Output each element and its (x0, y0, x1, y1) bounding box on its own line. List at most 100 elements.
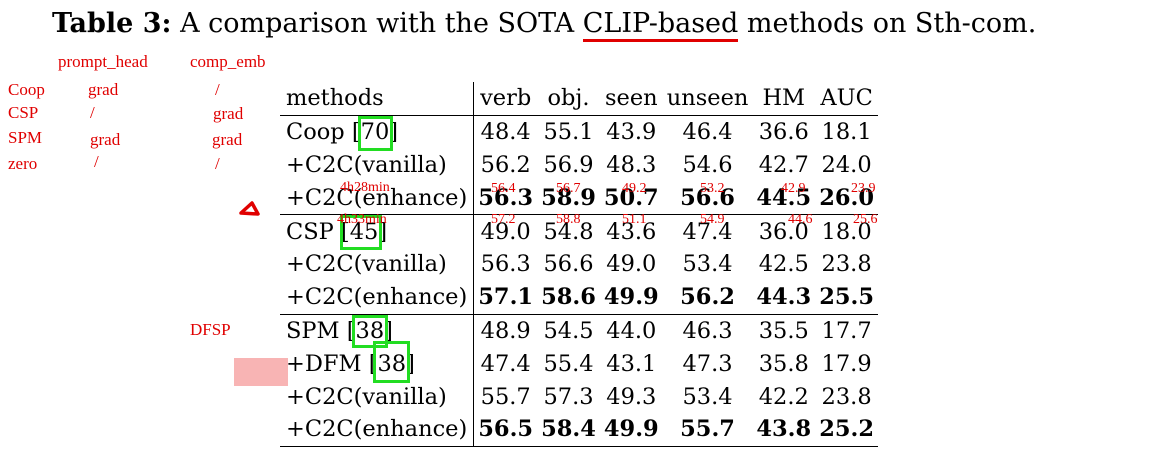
value-cell: 25.2 (815, 412, 878, 447)
value-cell: 58.9 (541, 184, 596, 211)
annotation-dfsp: DFSP (190, 320, 231, 339)
annotation-time: 4h28min (340, 180, 390, 195)
value-cell: 54.6 (682, 151, 733, 178)
value-cell: 47.3 (682, 350, 733, 377)
value-cell: 47.4 (480, 350, 531, 377)
annotation-row-name: CSP (8, 103, 39, 122)
value-cell: 35.5 (752, 313, 816, 348)
caption-text-before: A comparison with the SOTA (171, 8, 583, 39)
overlay-value: 53.2 (700, 181, 725, 196)
value-cell: 42.7 (758, 151, 809, 178)
highlight-box (339, 214, 383, 250)
value-cell: 23.8 (821, 383, 872, 410)
annotation-col-comp-emb: comp_emb (190, 52, 266, 71)
value-cell: 36.6 (758, 119, 809, 146)
method-cell: +C2C(vanilla) (280, 380, 475, 413)
annotation-col-prompt-head: prompt_head (58, 52, 148, 71)
annotation-prompt-head-value: grad (90, 130, 121, 149)
table-row: +C2C(vanilla) 55.7 57.3 49.3 53.4 42.2 2… (280, 380, 878, 413)
highlight-block (234, 358, 288, 386)
method-cell: CSP [45] (280, 214, 475, 250)
value-cell: 48.9 (473, 313, 538, 348)
value-cell: 25.5 (819, 284, 874, 311)
highlight-box (351, 314, 389, 348)
method-cell: +C2C(enhance) (280, 181, 475, 215)
annotation-row-name: zero (8, 154, 38, 173)
value-cell: 49.0 (473, 214, 538, 248)
comparison-table: methods verb obj. seen unseen HM AUC Coo… (280, 82, 878, 447)
highlight-box (357, 116, 394, 152)
header-methods: methods (280, 82, 475, 116)
value-cell: 58.4 (537, 412, 600, 447)
header-unseen: unseen (662, 82, 753, 116)
value-cell: 43.1 (606, 350, 657, 377)
value-cell: 57.1 (478, 284, 534, 311)
method-cell: +C2C(vanilla) (280, 148, 475, 182)
value-cell: 56.6 (543, 251, 594, 278)
table-row: +C2C(enhance) 57.1 58.6 49.9 56.2 44.3 2… (280, 280, 878, 315)
value-cell: 56.2 (480, 151, 531, 178)
table-row: CSP [45] 49.0 54.8 43.6 47.4 36.0 18.0 (280, 214, 878, 250)
value-cell: 48.3 (606, 151, 657, 178)
table-row: +DFM [38] 47.4 55.4 43.1 47.3 35.8 17.9 (280, 340, 878, 383)
value-cell: 56.3 (480, 251, 531, 278)
annotation-comp-emb-value: grad (212, 130, 243, 149)
value-cell: 57.3 (543, 383, 594, 410)
header-obj: obj. (537, 82, 600, 116)
value-cell: 46.4 (682, 119, 733, 146)
value-cell: 56.6 (680, 184, 735, 211)
overlay-value: 56.7 (556, 181, 581, 196)
caption-text-after: methods on Sth-com. (738, 8, 1037, 39)
value-cell: 17.7 (815, 313, 878, 348)
citation-ref[interactable]: 38 (351, 314, 389, 348)
value-cell: 35.8 (758, 350, 809, 377)
caption-underlined-text: CLIP-based (582, 8, 739, 39)
value-cell: 55.4 (543, 350, 594, 377)
value-cell: 56.9 (543, 151, 594, 178)
method-cell: +DFM [38] (280, 340, 475, 383)
value-cell: 53.4 (682, 383, 733, 410)
table-header-row: methods verb obj. seen unseen HM AUC (280, 82, 878, 116)
value-cell: 17.9 (821, 350, 872, 377)
table-row: Coop [70] 48.4 55.1 43.9 46.4 36.6 18.1 (280, 115, 878, 152)
citation-ref[interactable]: 38 (373, 340, 411, 383)
citation-ref[interactable]: 70 (357, 116, 394, 152)
value-cell: 56.5 (473, 412, 538, 447)
citation-ref[interactable]: 45 (339, 214, 383, 250)
overlay-value: 58.8 (556, 212, 581, 227)
table-row: +C2C(vanilla) 56.3 56.6 49.0 53.4 42.5 2… (280, 247, 878, 281)
header-auc: AUC (815, 82, 878, 116)
value-cell: 48.4 (480, 119, 531, 146)
annotation-time: 4h33min (337, 212, 387, 227)
value-cell: 42.5 (758, 251, 809, 278)
value-cell: 18.1 (821, 119, 872, 146)
value-cell: 49.3 (606, 383, 657, 410)
header-hm: HM (752, 82, 816, 116)
header-seen: seen (599, 82, 663, 116)
annotation-comp-emb-value: / (215, 154, 220, 173)
table-row: +C2C(enhance) 56.3 58.9 50.7 56.6 44.5 2… (280, 181, 878, 215)
overlay-value: 54.9 (700, 212, 725, 227)
table-row: SPM [38] 48.9 54.5 44.0 46.3 35.5 17.7 (280, 313, 878, 348)
value-cell: 23.8 (821, 251, 872, 278)
method-cell: +C2C(enhance) (280, 280, 475, 315)
value-cell: 44.0 (599, 313, 663, 348)
value-cell: 46.3 (662, 313, 753, 348)
method-cell: +C2C(vanilla) (280, 247, 475, 281)
annotation-row-name: SPM (8, 128, 43, 147)
annotation-prompt-head-value: grad (88, 80, 119, 99)
value-cell: 24.0 (821, 151, 872, 178)
value-cell: 43.9 (606, 119, 657, 146)
value-cell: 58.6 (541, 284, 596, 311)
table-row: +C2C(enhance) 56.5 58.4 49.9 55.7 43.8 2… (280, 412, 878, 447)
value-cell: 49.9 (603, 284, 659, 311)
overlay-value: 44.6 (788, 212, 813, 227)
value-cell: 55.1 (543, 119, 594, 146)
value-cell: 44.5 (756, 184, 812, 211)
highlight-box (373, 340, 411, 383)
table-row: +C2C(vanilla) 56.2 56.9 48.3 54.6 42.7 2… (280, 148, 878, 182)
value-cell: 43.8 (752, 412, 816, 447)
annotation-comp-emb-value: grad (213, 104, 244, 123)
value-cell: 53.4 (682, 251, 733, 278)
annotation-prompt-head-value: / (90, 103, 95, 122)
